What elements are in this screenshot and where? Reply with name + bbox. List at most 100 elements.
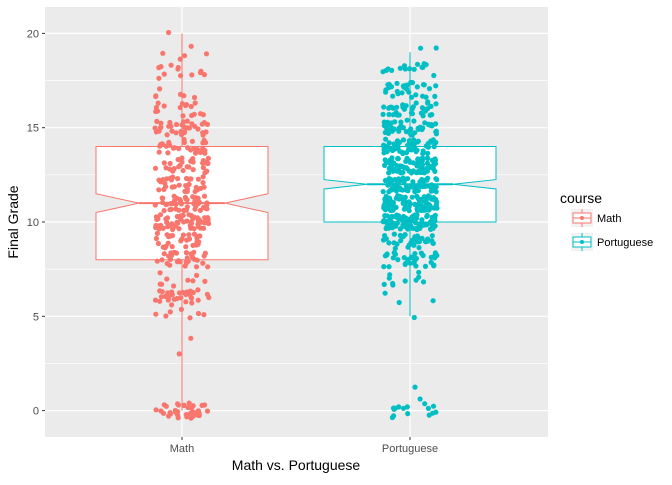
data-point	[393, 204, 399, 210]
data-point	[394, 80, 400, 86]
data-point	[387, 197, 393, 203]
data-point	[400, 137, 407, 143]
data-point	[386, 140, 392, 146]
data-point	[167, 309, 173, 315]
legend-key-point	[580, 216, 584, 220]
data-point	[184, 118, 190, 124]
data-point	[397, 65, 403, 71]
data-point	[187, 315, 193, 321]
data-point	[384, 225, 390, 231]
data-point	[173, 130, 179, 136]
data-point	[190, 167, 196, 173]
data-point	[419, 156, 425, 162]
data-point	[164, 215, 171, 221]
data-point	[386, 111, 392, 118]
data-point	[167, 175, 173, 181]
data-point	[413, 225, 419, 232]
data-point	[400, 102, 406, 108]
data-point	[390, 168, 396, 174]
data-point	[390, 220, 396, 226]
data-point	[429, 205, 435, 211]
data-point	[155, 240, 161, 247]
data-point	[386, 275, 392, 281]
data-point	[412, 130, 418, 136]
data-point	[205, 160, 211, 166]
data-point	[187, 288, 193, 294]
data-point	[414, 139, 420, 145]
data-point	[383, 136, 389, 142]
data-point	[381, 217, 387, 223]
data-point	[394, 104, 400, 110]
data-point	[392, 119, 398, 125]
data-point	[422, 239, 429, 245]
data-point	[154, 118, 160, 124]
data-point	[177, 91, 184, 97]
y-tick-label: 20	[27, 28, 39, 40]
data-point	[195, 126, 201, 132]
data-point	[396, 128, 402, 134]
data-point	[159, 289, 165, 295]
data-point	[200, 174, 206, 180]
data-point	[413, 92, 419, 98]
axis-layer: 0 5 10 15 20 Math Portuguese	[27, 28, 438, 455]
data-point	[396, 299, 402, 306]
data-point	[431, 144, 437, 150]
data-point	[397, 215, 403, 221]
data-point	[190, 194, 196, 200]
data-point	[160, 195, 166, 201]
data-point	[414, 61, 421, 67]
data-point	[174, 259, 180, 265]
data-point	[171, 145, 177, 151]
data-point	[171, 166, 177, 172]
data-point	[200, 140, 206, 146]
y-tick-label: 5	[33, 311, 39, 323]
data-point	[195, 408, 201, 414]
data-point	[389, 125, 395, 131]
data-point	[200, 130, 206, 136]
data-point	[413, 170, 420, 176]
data-point	[380, 237, 387, 243]
data-point	[411, 259, 417, 265]
data-point	[386, 170, 392, 176]
data-point	[412, 251, 418, 257]
data-point	[195, 233, 201, 239]
data-point	[188, 103, 194, 110]
data-point	[410, 183, 416, 189]
data-point	[398, 238, 404, 244]
data-point	[202, 215, 208, 221]
data-point	[388, 146, 394, 152]
data-point	[186, 400, 192, 406]
data-point	[156, 128, 162, 134]
data-point	[410, 179, 416, 185]
data-point	[169, 244, 175, 250]
data-point	[161, 251, 167, 257]
data-point	[175, 66, 181, 72]
data-point	[381, 122, 388, 128]
data-point	[182, 263, 188, 269]
data-point	[180, 167, 186, 174]
data-point	[380, 111, 386, 117]
data-point	[430, 223, 436, 229]
data-point	[420, 148, 426, 154]
data-point	[202, 220, 208, 226]
data-point	[163, 143, 169, 149]
data-point	[390, 282, 396, 288]
data-point	[431, 162, 437, 168]
data-point	[381, 143, 387, 150]
data-point	[408, 110, 414, 116]
data-point	[156, 187, 162, 193]
data-point	[195, 176, 201, 182]
data-point	[163, 184, 169, 190]
legend-key-math	[571, 209, 593, 227]
data-point	[419, 162, 426, 168]
data-point	[387, 157, 393, 163]
data-point	[398, 123, 404, 129]
data-point	[384, 213, 390, 219]
data-point	[391, 231, 397, 237]
data-point	[195, 195, 201, 201]
data-point	[420, 279, 427, 285]
data-point	[400, 169, 406, 175]
data-point	[182, 188, 188, 194]
data-point	[433, 176, 439, 182]
